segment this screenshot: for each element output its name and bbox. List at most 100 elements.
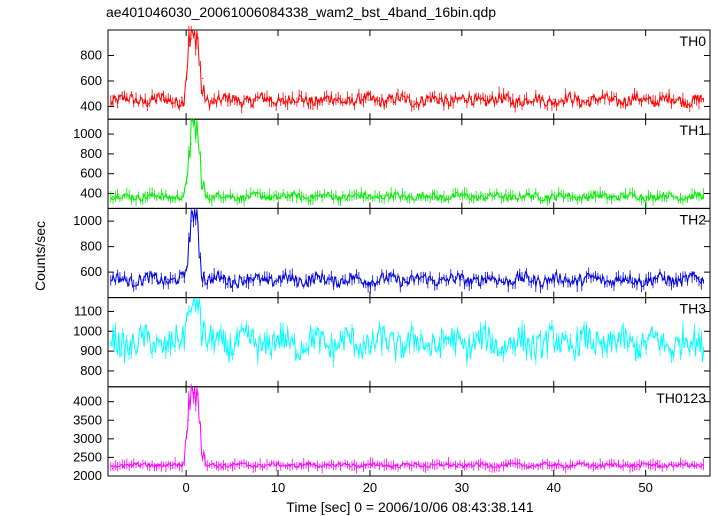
data-point: [369, 99, 371, 101]
panel-th0123: 2000 2500 3000 3500 4000 TH0123: [73, 383, 711, 483]
chart-title: ae401046030_20061006084338_wam2_bst_4ban…: [106, 4, 496, 20]
y-tick-label: 400: [80, 98, 102, 113]
panel-th1: 400 600 800 1000 TH1: [73, 117, 711, 209]
data-point: [461, 279, 463, 281]
data-point: [167, 342, 169, 344]
data-point: [193, 397, 195, 399]
data-point: [645, 99, 647, 101]
data-point: [111, 195, 114, 198]
data-point: [180, 96, 183, 99]
data-point: [191, 38, 193, 40]
data-point: [202, 77, 204, 80]
data-point: [700, 279, 702, 281]
data-point: [196, 298, 198, 301]
error-bars: [110, 208, 704, 294]
y-tick-label: 400: [80, 186, 102, 201]
data-point: [461, 98, 463, 100]
x-tick-label: 50: [638, 480, 652, 495]
panel-label: TH3: [680, 301, 707, 317]
data-point: [111, 279, 114, 281]
x-tick-label: 40: [547, 480, 561, 495]
data-point: [111, 467, 114, 470]
panel-th3: 800 900 1000 1100 TH3: [73, 297, 711, 388]
series-line: [110, 387, 704, 470]
data-point: [700, 196, 702, 198]
data-point: [553, 98, 555, 101]
x-tick-label: 20: [363, 480, 377, 495]
data-point: [111, 344, 114, 346]
data-point: [167, 278, 169, 280]
x-tick-label: 10: [271, 480, 285, 495]
series-line: [110, 119, 705, 203]
y-tick-label: 1000: [73, 126, 102, 141]
panel-label: TH2: [680, 211, 707, 227]
panel-frame: [107, 386, 711, 477]
data-point: [188, 306, 190, 309]
y-tick-label: 2500: [73, 449, 102, 464]
y-tick-label: 800: [80, 146, 102, 161]
data-point: [198, 207, 200, 209]
data-point: [139, 99, 141, 101]
x-tick-label: 0: [183, 480, 190, 495]
error-bars: [110, 297, 704, 367]
data-point: [191, 220, 193, 222]
y-tick-label: 800: [80, 239, 102, 254]
error-bars: [110, 117, 704, 207]
data-point: [188, 44, 190, 46]
data-point: [202, 183, 205, 185]
panel-th2: 600 800 1000 TH2: [73, 207, 711, 299]
y-tick-label: 900: [80, 343, 102, 358]
data-point: [461, 195, 463, 198]
data-point: [167, 196, 169, 198]
data-point: [167, 464, 169, 467]
y-tick-label: 600: [80, 264, 102, 279]
y-tick-label: 800: [80, 363, 102, 378]
data-point: [202, 449, 205, 451]
data-point: [700, 100, 702, 102]
data-point: [277, 196, 279, 198]
y-tick-label: 1000: [73, 323, 102, 338]
y-tick-label: 3000: [73, 431, 102, 446]
data-point: [193, 123, 195, 125]
data-point: [277, 464, 279, 466]
data-point: [196, 33, 198, 35]
y-tick-label: 4000: [73, 394, 102, 409]
data-point: [277, 278, 279, 280]
data-point: [203, 271, 206, 273]
data-point: [213, 98, 215, 100]
panel-label: TH1: [680, 122, 707, 138]
panel-frame: [107, 118, 711, 209]
y-tick-label: 3500: [73, 412, 102, 427]
y-tick-label: 600: [80, 166, 102, 181]
data-point: [700, 343, 702, 345]
data-point: [194, 207, 196, 209]
panel-label: TH0123: [656, 390, 706, 406]
data-point: [196, 133, 198, 135]
data-point: [196, 389, 198, 392]
y-axis-label: Counts/sec: [32, 221, 48, 291]
series-line: [110, 298, 705, 363]
error-bars: [110, 25, 704, 114]
panel-th0: 400 600 800 TH0: [80, 25, 711, 120]
data-point: [277, 98, 279, 101]
series-line: [110, 209, 705, 289]
error-bars: [110, 383, 704, 474]
data-point: [277, 342, 279, 344]
y-tick-label: 1000: [73, 213, 102, 228]
y-tick-label: 600: [80, 73, 102, 88]
y-tick-label: 800: [80, 47, 102, 62]
y-tick-label: 1100: [74, 303, 102, 318]
data-point: [188, 419, 190, 421]
x-axis-label: Time [sec] 0 = 2006/10/06 08:43:38.141: [286, 499, 534, 515]
data-point: [167, 100, 169, 102]
data-point: [461, 464, 463, 466]
x-tick-label: 30: [455, 480, 469, 495]
data-point: [191, 143, 193, 145]
data-point: [461, 341, 463, 343]
data-point: [111, 100, 114, 102]
data-point: [700, 462, 702, 464]
y-tick-label: 2000: [73, 468, 102, 483]
panel-label: TH0: [680, 33, 707, 49]
